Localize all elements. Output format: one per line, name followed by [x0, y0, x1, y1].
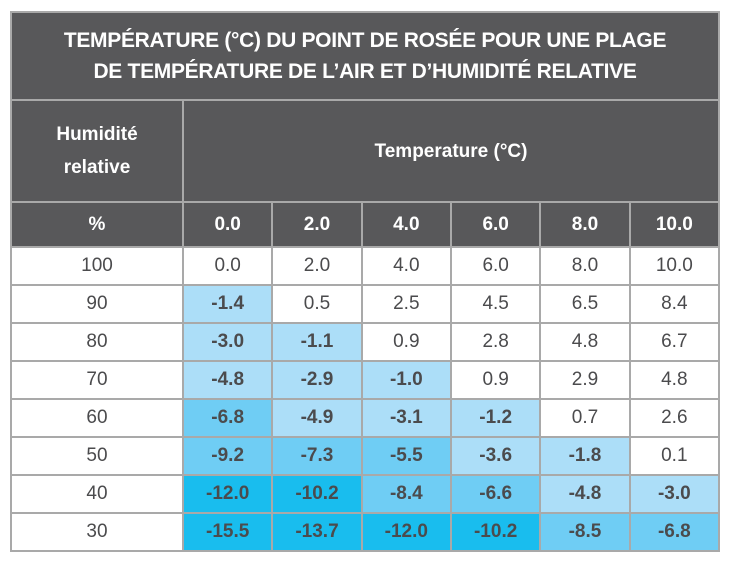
- dew-point-cell: 0.9: [449, 360, 542, 400]
- dew-point-cell: 4.5: [449, 284, 542, 324]
- table-row: 70 -4.8 -2.9 -1.0 0.9 2.9 4.8: [10, 360, 721, 400]
- table-title: TEMPÉRATURE (°C) DU POINT DE ROSÉE POUR …: [10, 11, 720, 101]
- table-title-line2: DE TEMPÉRATURE DE L’AIR ET D’HUMIDITÉ RE…: [93, 60, 637, 83]
- row-header-line1: Humidité: [56, 124, 138, 145]
- dew-point-cell: -3.6: [449, 436, 542, 476]
- table-row: 30 -15.5 -13.7 -12.0 -10.2 -8.5 -6.8: [10, 512, 721, 552]
- dew-point-cell: -6.8: [181, 398, 274, 438]
- dew-point-cell: -8.5: [539, 512, 631, 552]
- dew-point-cell: 4.8: [628, 360, 721, 400]
- humidity-cell: 60: [10, 398, 184, 438]
- row-header-label: Humidité relative: [10, 99, 184, 203]
- dew-point-cell: 6.0: [449, 246, 542, 286]
- dew-point-cell: 2.9: [539, 360, 631, 400]
- dew-point-cell: -4.8: [181, 360, 274, 400]
- dew-point-cell: -8.4: [360, 474, 452, 514]
- dew-point-cell: -2.9: [271, 360, 363, 400]
- dew-point-cell: 2.6: [628, 398, 721, 438]
- dew-point-cell: 10.0: [628, 246, 721, 286]
- dew-point-cell: -13.7: [271, 512, 363, 552]
- dew-point-cell: 2.8: [449, 322, 542, 362]
- dew-point-cell: -6.8: [628, 512, 721, 552]
- dew-point-cell: 2.5: [360, 284, 452, 324]
- dew-point-cell: 6.7: [628, 322, 721, 362]
- table-title-line1: TEMPÉRATURE (°C) DU POINT DE ROSÉE POUR …: [63, 29, 667, 52]
- dew-point-cell: 0.5: [271, 284, 363, 324]
- dew-point-cell: -5.5: [360, 436, 452, 476]
- dew-point-cell: -3.1: [360, 398, 452, 438]
- dew-point-cell: -3.0: [181, 322, 274, 362]
- dew-point-cell: 4.0: [360, 246, 452, 286]
- dew-point-table: TEMPÉRATURE (°C) DU POINT DE ROSÉE POUR …: [10, 11, 721, 552]
- dew-point-cell: -7.3: [271, 436, 363, 476]
- dew-point-cell: -1.8: [539, 436, 631, 476]
- humidity-cell: 70: [10, 360, 184, 400]
- dew-point-cell: -1.4: [181, 284, 274, 324]
- column-header-temp: 8.0: [539, 201, 631, 248]
- table-row: 80 -3.0 -1.1 0.9 2.8 4.8 6.7: [10, 322, 721, 362]
- dew-point-cell: 0.9: [360, 322, 452, 362]
- table-row: 50 -9.2 -7.3 -5.5 -3.6 -1.8 0.1: [10, 436, 721, 476]
- dew-point-cell: 0.0: [181, 246, 274, 286]
- dew-point-cell: 0.1: [628, 436, 721, 476]
- humidity-cell: 80: [10, 322, 184, 362]
- humidity-cell: 30: [10, 512, 184, 552]
- dew-point-cell: 2.0: [271, 246, 363, 286]
- column-header-temp: 0.0: [181, 201, 274, 248]
- column-header-temp: 4.0: [360, 201, 452, 248]
- table-row: 60 -6.8 -4.9 -3.1 -1.2 0.7 2.6: [10, 398, 721, 438]
- dew-point-cell: -12.0: [181, 474, 274, 514]
- dew-point-table-container: TEMPÉRATURE (°C) DU POINT DE ROSÉE POUR …: [10, 11, 721, 552]
- dew-point-cell: 4.8: [539, 322, 631, 362]
- dew-point-cell: 8.4: [628, 284, 721, 324]
- dew-point-cell: 0.7: [539, 398, 631, 438]
- dew-point-cell: -1.1: [271, 322, 363, 362]
- dew-point-cell: -6.6: [449, 474, 542, 514]
- humidity-cell: 40: [10, 474, 184, 514]
- dew-point-cell: -4.9: [271, 398, 363, 438]
- column-group-header: Temperature (°C): [182, 99, 720, 203]
- dew-point-cell: 6.5: [539, 284, 631, 324]
- humidity-cell: 100: [10, 246, 184, 286]
- dew-point-cell: -12.0: [360, 512, 452, 552]
- row-header-line2: relative: [63, 157, 131, 178]
- humidity-cell: 50: [10, 436, 184, 476]
- column-header-temp: 6.0: [449, 201, 542, 248]
- dew-point-cell: -1.2: [449, 398, 542, 438]
- dew-point-cell: -10.2: [449, 512, 542, 552]
- column-header-temp: 10.0: [628, 201, 721, 248]
- dew-point-cell: -1.0: [360, 360, 452, 400]
- unit-header: %: [10, 201, 184, 248]
- dew-point-cell: -15.5: [181, 512, 274, 552]
- table-row: 100 0.0 2.0 4.0 6.0 8.0 10.0: [10, 246, 721, 286]
- dew-point-cell: -3.0: [628, 474, 721, 514]
- dew-point-cell: -9.2: [181, 436, 274, 476]
- dew-point-cell: -4.8: [539, 474, 631, 514]
- dew-point-cell: 8.0: [539, 246, 631, 286]
- dew-point-cell: -10.2: [271, 474, 363, 514]
- column-header-temp: 2.0: [271, 201, 363, 248]
- humidity-cell: 90: [10, 284, 184, 324]
- table-row: 90 -1.4 0.5 2.5 4.5 6.5 8.4: [10, 284, 721, 324]
- table-row: 40 -12.0 -10.2 -8.4 -6.6 -4.8 -3.0: [10, 474, 721, 514]
